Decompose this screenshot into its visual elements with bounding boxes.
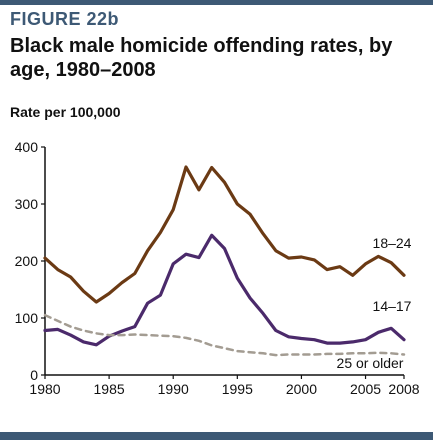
x-tick-label: 1990 xyxy=(158,381,189,397)
series-label-2: 14–17 xyxy=(373,298,412,314)
x-tick-label: 2000 xyxy=(286,381,317,397)
chart-axes: 0 100 200 300 400 1980 1985 1990 1995 2000 2005 200… xyxy=(15,139,420,397)
chart-series xyxy=(43,165,406,357)
y-tick-label: 400 xyxy=(15,139,39,155)
top-rule xyxy=(0,0,433,5)
series-label-3: 25 or older xyxy=(337,355,404,371)
chart-title: Black male homicide offending rates, by … xyxy=(10,35,393,81)
x-tick-label: 1985 xyxy=(94,381,125,397)
y-axis-label: Rate per 100,000 xyxy=(10,104,121,120)
series-line-2 xyxy=(43,233,406,347)
y-tick-label: 300 xyxy=(15,196,39,212)
series-label-1: 18–24 xyxy=(373,235,412,251)
y-tick-label: 0 xyxy=(30,367,38,383)
series-line-1 xyxy=(43,165,406,304)
x-tick-label: 1995 xyxy=(222,381,253,397)
x-tick-label: 2005 xyxy=(350,381,381,397)
y-tick-label: 200 xyxy=(15,253,39,269)
y-tick-label: 100 xyxy=(15,310,39,326)
x-tick-label: 2008 xyxy=(388,381,419,397)
series-labels: 18–24 14–17 25 or older xyxy=(337,235,412,371)
series-line-3 xyxy=(43,313,406,357)
bottom-rule xyxy=(0,432,433,440)
figure-label: FIGURE 22b xyxy=(10,9,120,29)
x-tick-label: 1980 xyxy=(29,381,60,397)
